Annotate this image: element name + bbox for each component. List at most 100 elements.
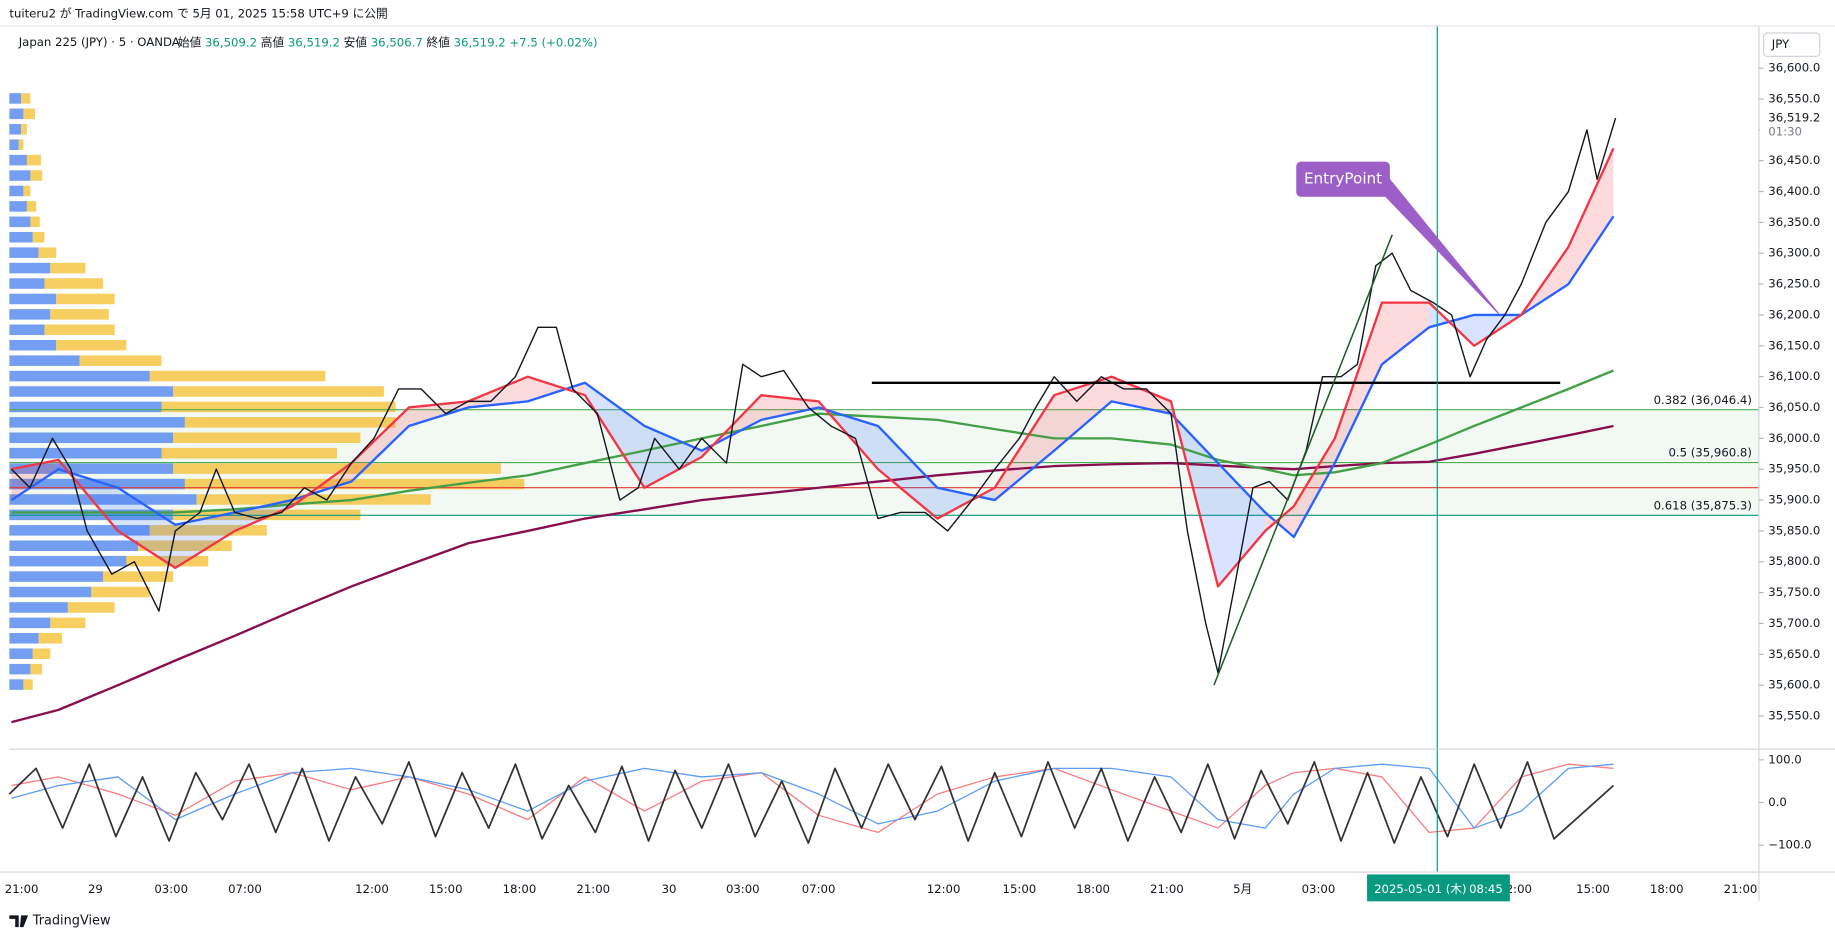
ohlc-part: 36,509.2 [205, 35, 257, 49]
vp-down [184, 417, 396, 428]
currency: JPY [1771, 37, 1790, 51]
vp-up [9, 93, 22, 104]
vp-up [9, 154, 27, 166]
vp-up [9, 231, 33, 243]
vp-up [9, 170, 31, 181]
vp-down [138, 540, 232, 552]
vp-up [9, 540, 139, 552]
vp-up [9, 401, 162, 413]
vp-down [30, 663, 43, 675]
fib-label: 0.382 (36,046.4) [1654, 393, 1752, 407]
price-line [10, 117, 1617, 674]
x-tick-label: 12:00 [927, 882, 961, 896]
vp-down [161, 447, 338, 459]
vp-down [173, 463, 501, 474]
fib-label: 0.618 (35,875.3) [1654, 498, 1752, 512]
published: tuiteru2 が TradingView.com で 5月 01, 2025… [9, 7, 387, 21]
ohlc-part: +7.5 (+0.02%) [509, 35, 597, 49]
vp-down [56, 339, 127, 351]
y-tick-label: 35,850.0 [1768, 523, 1820, 537]
vp-up [9, 139, 19, 150]
x-tick-label: 07:00 [802, 882, 836, 896]
vp-up [9, 185, 24, 197]
vp-down [184, 478, 525, 490]
brand: TradingView [32, 914, 111, 929]
vp-up [9, 293, 57, 305]
currency-box [1763, 32, 1821, 57]
x-tick-label: 07:00 [228, 882, 262, 896]
vp-up [9, 432, 174, 444]
x-tick-label: 18:00 [503, 882, 537, 896]
ma-fill [117, 487, 176, 568]
y-tick-label: 35,700.0 [1768, 616, 1820, 630]
osc-tick-label: −100.0 [1768, 838, 1811, 852]
ma-fill [878, 426, 938, 519]
vp-down [38, 247, 57, 258]
plot: 0.382 (36,046.4) 0.5 (35,960.8) 0.618 (35,… [8, 25, 1759, 873]
vp-down [173, 432, 361, 444]
vp-down [50, 309, 109, 320]
vp-down [102, 571, 174, 582]
ohlc-part: 36,519.2 [288, 35, 340, 49]
vp-up [9, 108, 24, 120]
vp-up [9, 633, 39, 644]
ma-fill [11, 459, 59, 501]
crosshair-time: 08:45 [1469, 882, 1503, 896]
x-tick-label: 15:00 [429, 882, 463, 896]
y-tick-label: 36,250.0 [1768, 277, 1820, 291]
vp-down [23, 185, 31, 197]
moving-average [10, 215, 1615, 539]
x-tick-label: 21:00 [576, 882, 610, 896]
vp-down [21, 93, 31, 104]
vp-up [9, 648, 33, 659]
vp-down [44, 324, 115, 336]
y-tick-label: 36,200.0 [1768, 307, 1820, 321]
x-tick-label: 12:00 [355, 882, 389, 896]
ma-fill [1568, 148, 1614, 285]
ma-fill [408, 401, 469, 427]
vp-up [9, 586, 92, 598]
moving-average [11, 147, 1615, 588]
vp-down [67, 602, 115, 613]
vp-up [9, 370, 150, 382]
ohlc-part: 始値 [178, 35, 202, 49]
vp-up [9, 355, 80, 366]
vp-down [50, 617, 86, 629]
oscillator-line [11, 763, 1614, 829]
vp-down [126, 555, 209, 567]
vp-down [23, 679, 33, 690]
ma-fill [527, 376, 586, 402]
vp-down [173, 386, 384, 397]
y-tick-label: 36,450.0 [1768, 153, 1820, 167]
y-tick-label: 35,600.0 [1768, 678, 1820, 692]
vp-up [9, 447, 162, 459]
vp-up [9, 278, 45, 289]
vp-down [26, 154, 41, 166]
ma-fill [1218, 463, 1266, 587]
vp-up [9, 571, 103, 582]
vp-down [149, 370, 326, 382]
ma-fill [234, 500, 293, 531]
ma-fill [175, 512, 235, 568]
y-tick-label: 36,400.0 [1768, 184, 1820, 198]
vp-up [9, 478, 185, 490]
vp-up [9, 525, 150, 536]
y-tick-label: 36,300.0 [1768, 246, 1820, 260]
x-tick-label: 29 [88, 882, 103, 896]
x-tick-label: 5月 [1233, 882, 1252, 896]
crosshair-tag [1367, 874, 1510, 902]
ohlc-part: 36,519.2 [454, 35, 506, 49]
ma-fill [1293, 438, 1335, 538]
vp-up [9, 309, 51, 320]
vp-down [196, 494, 431, 505]
y-tick-label: 36,050.0 [1768, 400, 1820, 414]
x-tick-label: 03:00 [1302, 882, 1336, 896]
ohlc: 始値 36,509.2 高値 36,519.2 安値 36,506.7 終値 3… [178, 35, 601, 49]
vp-down [50, 262, 86, 274]
x-tick-label: 21:00 [1150, 882, 1184, 896]
vp-up [9, 555, 127, 567]
vp-up [9, 494, 197, 505]
y-tick-label: 36,150.0 [1768, 338, 1820, 352]
annotation-box [1296, 161, 1390, 197]
